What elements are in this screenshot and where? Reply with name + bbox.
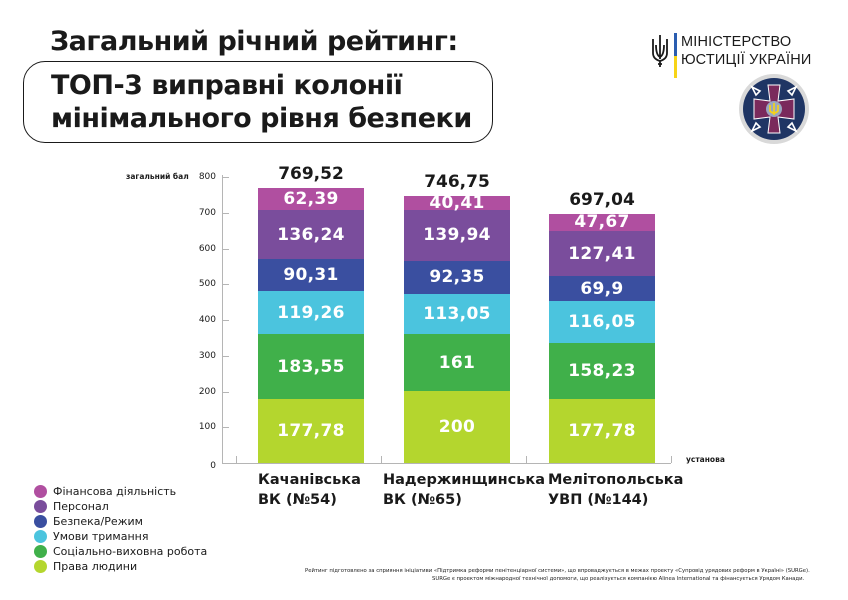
legend-item-finance: Фінансова діяльність <box>34 484 207 499</box>
bar-segment: 62,39 <box>258 187 364 211</box>
y-tick-mark <box>222 355 229 357</box>
y-tick-label: 600 <box>198 243 216 254</box>
legend-item-rights: Права людини <box>34 559 207 574</box>
x-axis <box>222 463 671 464</box>
ministry-of-justice-logo: МІНІСТЕРСТВО ЮСТИЦІЇ УКРАЇНИ <box>650 33 812 78</box>
category-label-kachanivska: Качанівська ВК (№54) <box>258 470 361 510</box>
stacked-bar: 200 161 113,05 92,35 139,94 40,41 <box>404 193 510 463</box>
bar-segment: 40,41 <box>404 193 510 213</box>
y-tick-mark <box>222 284 229 286</box>
legend-dot-icon <box>34 530 47 543</box>
subtitle-line-2: мінімального рівня безпеки <box>51 103 472 134</box>
bar-segment: 158,23 <box>549 342 655 400</box>
y-tick-mark <box>222 177 229 178</box>
bar-segment: 90,31 <box>258 258 364 292</box>
x-tick-mark <box>236 456 237 463</box>
legend-item-personnel: Персонал <box>34 499 207 514</box>
bar-total-label: 769,52 <box>278 163 344 184</box>
y-tick-label: 200 <box>198 386 216 397</box>
bar-segment: 161 <box>404 333 510 392</box>
y-axis-title: загальний бал <box>126 172 189 181</box>
category-line-2: УВП (№144) <box>548 492 649 508</box>
legend-label: Умови тримання <box>53 530 149 543</box>
bar-segment: 127,41 <box>549 230 655 277</box>
legend-dot-icon <box>34 485 47 498</box>
y-tick-label: 300 <box>198 350 216 361</box>
bar-segment: 139,94 <box>404 210 510 261</box>
category-label-naderzhynshchynska: Надержинщинська ВК (№65) <box>383 470 545 510</box>
ministry-name-line-2: ЮСТИЦІЇ УКРАЇНИ <box>681 52 812 68</box>
legend-label: Права людини <box>53 560 138 573</box>
bar-segment: 136,24 <box>258 210 364 259</box>
page-title: Загальний річний рейтинг: <box>50 26 458 57</box>
stacked-bar: 177,78 183,55 119,26 90,31 136,24 62,39 <box>258 187 364 463</box>
subtitle-line-1: ТОП-3 виправні колонії <box>51 70 403 101</box>
bar-total-label: 746,75 <box>424 172 490 193</box>
y-tick-label: 100 <box>198 422 216 433</box>
legend-label: Персонал <box>53 500 109 513</box>
footnote-line-2: SURGe є проектом міжнародної технічної д… <box>432 576 805 582</box>
y-tick-label: 0 <box>210 461 216 471</box>
chart-legend: Фінансова діяльність Персонал Безпека/Ре… <box>34 484 207 574</box>
bar-segment: 183,55 <box>258 333 364 400</box>
bar-segment: 116,05 <box>549 301 655 343</box>
y-tick-label: 700 <box>198 207 216 218</box>
bar-segment: 200 <box>404 391 510 463</box>
legend-label: Фінансова діяльність <box>53 485 177 498</box>
category-line-2: ВК (№54) <box>258 492 337 508</box>
legend-item-social: Соціально-виховна робота <box>34 544 207 559</box>
x-axis-title: установа <box>686 455 725 464</box>
bar-total-label: 697,04 <box>569 189 635 210</box>
legend-label: Соціально-виховна робота <box>53 545 208 558</box>
trident-icon <box>652 35 668 67</box>
legend-item-security: Безпека/Режим <box>34 514 207 529</box>
ministry-name-line-1: МІНІСТЕРСТВО <box>681 34 792 50</box>
legend-label: Безпека/Режим <box>53 515 143 528</box>
subtitle-box: ТОП-3 виправні колонії мінімального рівн… <box>23 61 493 143</box>
y-tick-mark <box>222 427 229 429</box>
y-axis <box>222 175 223 463</box>
y-tick-mark <box>222 248 229 250</box>
category-line-1: Надержинщинська <box>383 472 546 488</box>
category-line-1: Качанівська <box>258 472 361 488</box>
y-tick-mark <box>222 391 229 393</box>
y-tick-mark <box>222 320 229 321</box>
x-tick-mark <box>671 456 672 463</box>
penitentiary-emblem-icon <box>739 74 809 144</box>
bar-segment: 47,67 <box>549 212 655 232</box>
legend-dot-icon <box>34 515 47 528</box>
stacked-bar: 177,78 158,23 116,05 69,9 127,41 47,67 <box>549 212 655 463</box>
category-line-2: ВК (№65) <box>383 492 462 508</box>
y-tick-label: 800 <box>198 172 216 182</box>
category-line-1: Мелітопольська <box>548 472 684 488</box>
x-tick-mark <box>381 456 382 463</box>
legend-dot-icon <box>34 560 47 573</box>
bar-segment: 119,26 <box>258 291 364 334</box>
y-tick-label: 400 <box>198 315 216 325</box>
legend-dot-icon <box>34 545 47 558</box>
legend-dot-icon <box>34 500 47 513</box>
ukraine-flag-bar <box>674 33 677 78</box>
y-tick-label: 500 <box>198 279 216 290</box>
y-tick-mark <box>222 212 229 214</box>
legend-item-conditions: Умови тримання <box>34 529 207 544</box>
footnote-line-1: Рейтинг підготовлено за сприяння ініціат… <box>305 568 810 574</box>
bar-segment: 113,05 <box>404 293 510 334</box>
bar-segment: 92,35 <box>404 260 510 294</box>
bar-segment: 177,78 <box>258 399 364 463</box>
category-label-melitopolska: Мелітопольська УВП (№144) <box>548 470 683 510</box>
x-tick-mark <box>526 456 527 463</box>
bar-segment: 69,9 <box>549 276 655 302</box>
bar-segment: 177,78 <box>549 399 655 463</box>
